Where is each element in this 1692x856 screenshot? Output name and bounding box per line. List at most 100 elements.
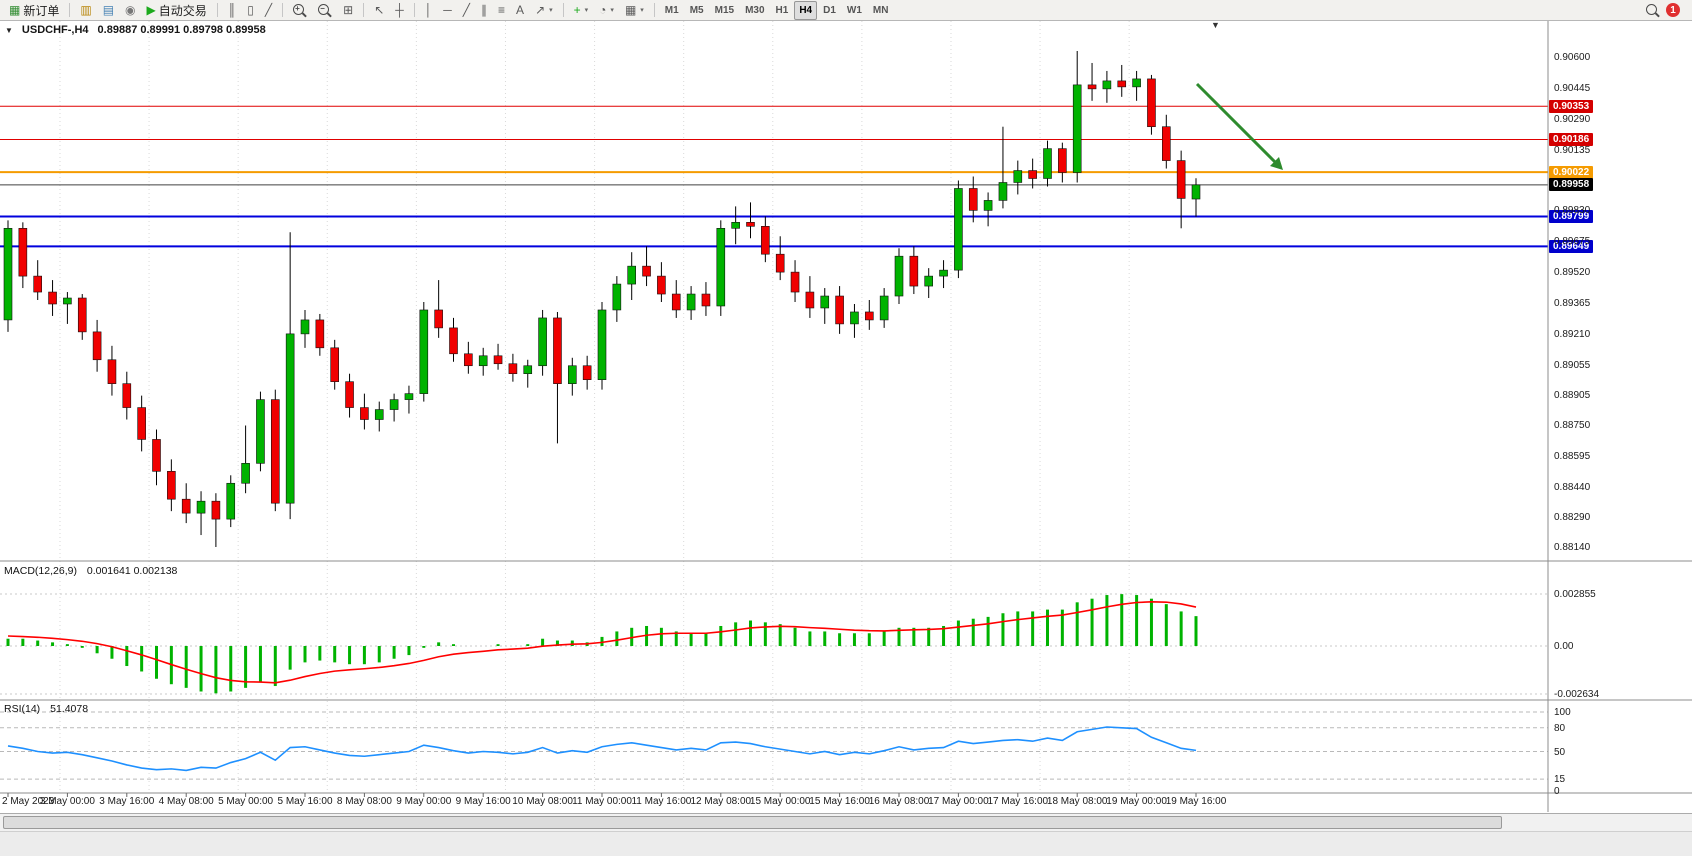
arrows-button[interactable]: ↗ ▾	[530, 1, 558, 20]
time-axis-label: 11 May 16:00	[631, 796, 692, 807]
channel-button[interactable]: ∥	[476, 1, 492, 20]
candle-body	[211, 500, 221, 520]
candle-body	[671, 293, 681, 311]
scrollbar-thumb[interactable]	[3, 816, 1502, 829]
crosshair-button[interactable]: ┼	[390, 1, 409, 20]
macd-signal-line	[7, 600, 1197, 684]
line-chart-button[interactable]: ╱	[260, 1, 277, 20]
timeframe-d1[interactable]: D1	[823, 4, 836, 16]
toolbar-separator	[69, 3, 71, 17]
candle-body	[657, 275, 666, 295]
candle-body	[879, 295, 889, 321]
candle-body	[716, 228, 726, 307]
symbol-period: USDCHF-,H4	[21, 24, 89, 36]
equidistant-channel-icon: ∥	[481, 2, 488, 17]
zoom-out-icon: −	[318, 3, 330, 15]
timeframe-m30[interactable]: M30	[745, 4, 765, 16]
tile-windows-icon: ⊞	[343, 2, 354, 17]
time-axis-label: 19 May 00:00	[1106, 796, 1167, 807]
timeframe-m1[interactable]: M1	[664, 4, 679, 16]
periods-button[interactable]: ◔ ▾	[594, 1, 619, 20]
candle-body	[18, 228, 28, 277]
timeframe-h4[interactable]: H4	[794, 0, 818, 20]
vertical-line-button[interactable]: │	[420, 1, 438, 20]
new-order-button[interactable]: ▦ 新订单	[4, 1, 64, 20]
timeframe-mn[interactable]: MN	[872, 4, 889, 16]
status-bar	[0, 831, 1692, 856]
timeframe-h1[interactable]: H1	[775, 4, 789, 16]
timeframe-m5[interactable]: M5	[689, 4, 704, 16]
charts-button[interactable]: ▥	[75, 1, 96, 20]
candle-body	[508, 363, 518, 375]
indicators-icon: +	[573, 2, 581, 17]
candle-body	[850, 311, 859, 325]
candle-body	[1147, 78, 1156, 128]
horizontal-line-icon: ─	[443, 2, 452, 17]
candle-body	[1117, 80, 1127, 88]
candle-body	[612, 283, 622, 311]
metaeditor-button[interactable]: ◉	[120, 1, 140, 20]
candle-body	[523, 365, 533, 375]
profiles-button[interactable]: ▤	[98, 1, 119, 20]
time-axis-label: 17 May 16:00	[987, 796, 1049, 807]
candle-body	[226, 482, 236, 520]
bar-chart-button[interactable]: ║	[223, 1, 242, 20]
arrow-icon: ↗	[535, 2, 546, 17]
candlestick-chart-button[interactable]: ▯	[242, 1, 259, 20]
toolbar: ▦ 新订单 ▥ ▤ ◉ ▶ 自动交易 ║ ▯ ╱ + − ⊞ ↖ ┼ │ ─ ╱ ∥ ≡ A ↗ ▾ + ▾ ◔ ▾ ▦ ▾ M1 M5 M1…	[0, 0, 1692, 21]
candle-body	[389, 399, 399, 410]
horizontal-scrollbar[interactable]	[0, 813, 1692, 831]
candle-body	[241, 463, 250, 484]
template-icon: ▦	[624, 2, 637, 17]
search-button[interactable]	[1641, 1, 1665, 20]
candle-body	[864, 311, 874, 321]
trendline-button[interactable]: ╱	[458, 1, 475, 20]
candle-body	[968, 188, 978, 211]
candle-body	[894, 255, 904, 297]
candle-body	[152, 439, 161, 472]
cursor-icon: ↖	[374, 2, 385, 17]
candle-body	[1072, 84, 1082, 173]
trendline-icon: ╱	[462, 2, 471, 17]
candle-body	[582, 365, 592, 380]
toolbar-separator	[363, 3, 365, 17]
notification-badge[interactable]: 1	[1666, 3, 1680, 17]
candle-body	[1102, 80, 1112, 90]
text-button[interactable]: A	[511, 1, 529, 20]
trend-arrow-head[interactable]	[1270, 157, 1283, 170]
candle-body	[538, 317, 547, 367]
one-click-trading-toggle[interactable]: ▼	[5, 25, 13, 35]
trend-arrow[interactable]	[1195, 82, 1279, 166]
clock-icon: ◔	[599, 2, 607, 17]
zoom-in-button[interactable]: +	[288, 1, 312, 20]
timeframe-w1[interactable]: W1	[846, 4, 862, 16]
bar-chart-icon: ║	[227, 2, 237, 17]
timeframe-m15[interactable]: M15	[714, 4, 735, 16]
candle-body	[924, 275, 934, 287]
templates-button[interactable]: ▦ ▾	[620, 1, 649, 20]
macd-values: 0.001641 0.002138	[86, 565, 178, 577]
horizontal-line-button[interactable]: ─	[438, 1, 457, 20]
candle-body	[493, 355, 503, 365]
tile-windows-button[interactable]: ⊞	[338, 1, 358, 20]
time-axis-label: 12 May 08:00	[690, 796, 752, 807]
candle-body	[360, 407, 369, 420]
zoom-out-button[interactable]: −	[313, 1, 337, 20]
time-axis[interactable]: 2 May 2023 3 May 00:00 3 May 16:00 4 May 08…	[0, 794, 1692, 811]
indicators-button[interactable]: + ▾	[569, 1, 594, 20]
fibonacci-button[interactable]: ≡	[493, 1, 510, 20]
candle-body	[1028, 170, 1037, 179]
vertical-line-icon: │	[424, 2, 433, 17]
cursor-button[interactable]: ↖	[369, 1, 389, 20]
chart-shift-marker[interactable]: ▼	[1211, 20, 1220, 30]
candle-body	[33, 275, 43, 293]
candle-body	[1058, 148, 1067, 173]
candle-body	[449, 327, 458, 355]
auto-trading-button[interactable]: ▶ 自动交易	[142, 1, 212, 20]
time-axis-label: 3 May 00:00	[39, 796, 95, 807]
candle-body	[167, 471, 176, 500]
new-order-icon: ▦	[9, 2, 21, 17]
candle-body	[122, 383, 132, 408]
